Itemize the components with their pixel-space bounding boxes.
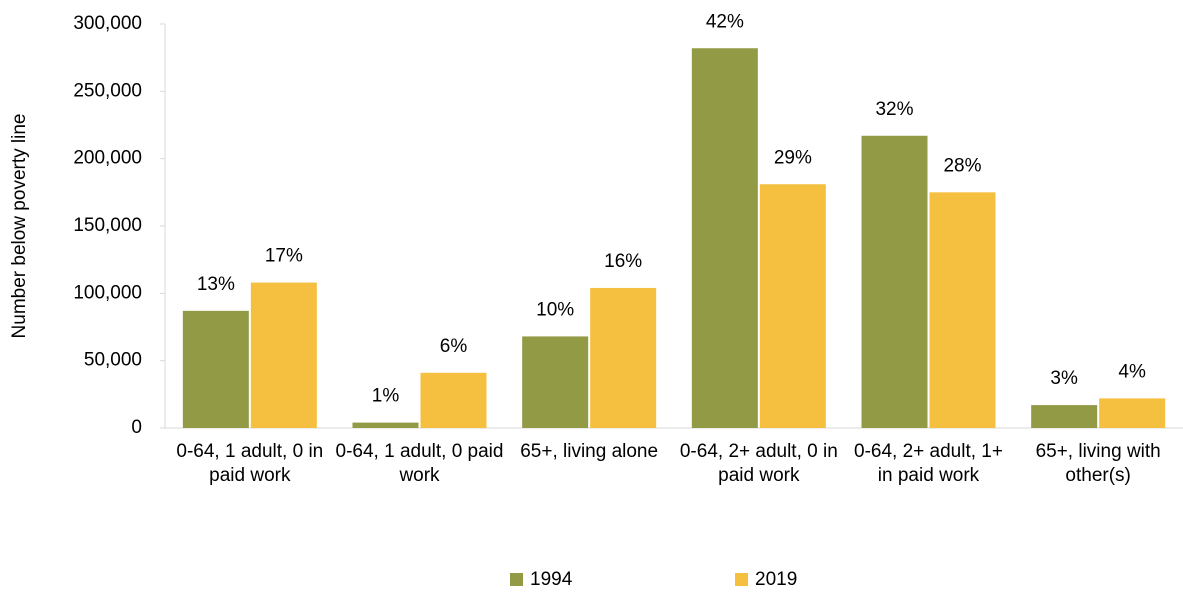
y-tick-label: 50,000 bbox=[84, 350, 142, 371]
legend-label: 2019 bbox=[755, 569, 797, 590]
bar bbox=[929, 192, 996, 428]
y-tick-label: 150,000 bbox=[73, 215, 142, 236]
legend-label: 1994 bbox=[530, 569, 573, 590]
x-tick-label: 0-64, 1 adult, 0 in paid work bbox=[176, 441, 324, 486]
x-tick-label: 65+, living alone bbox=[520, 441, 659, 462]
x-tick-label: 65+, living with other(s) bbox=[1035, 441, 1161, 486]
bar bbox=[1031, 405, 1098, 428]
y-tick-label: 300,000 bbox=[73, 13, 142, 34]
bar bbox=[590, 287, 657, 428]
bar bbox=[691, 48, 758, 429]
x-tick-label: 0-64, 2+ adult, 0 in paid work bbox=[679, 441, 838, 486]
data-label: 17% bbox=[265, 246, 303, 267]
x-tick-label: 0-64, 1 adult, 0 paid work bbox=[335, 441, 504, 486]
data-label: 3% bbox=[1050, 368, 1078, 389]
legend-swatch bbox=[510, 573, 523, 586]
bar bbox=[250, 282, 317, 428]
y-tick-label: 250,000 bbox=[73, 80, 142, 101]
data-label: 13% bbox=[197, 274, 235, 295]
x-tick-label: 0-64, 2+ adult, 1+ in paid work bbox=[854, 441, 1003, 486]
data-label: 4% bbox=[1118, 361, 1146, 382]
bar bbox=[352, 422, 419, 428]
y-tick-label: 100,000 bbox=[73, 282, 142, 303]
bar bbox=[522, 336, 589, 428]
bar bbox=[861, 135, 928, 429]
data-label: 29% bbox=[774, 147, 812, 168]
bar bbox=[182, 310, 249, 428]
y-tick-label: 200,000 bbox=[73, 148, 142, 169]
data-label: 28% bbox=[943, 155, 981, 176]
data-label: 10% bbox=[536, 299, 574, 320]
data-label: 1% bbox=[372, 386, 400, 407]
bar bbox=[1099, 398, 1166, 428]
legend-swatch bbox=[735, 573, 748, 586]
bar bbox=[420, 372, 487, 428]
data-label: 6% bbox=[440, 336, 468, 357]
data-label: 32% bbox=[875, 99, 913, 120]
y-axis-title: Number below poverty line bbox=[9, 114, 30, 339]
data-label: 16% bbox=[604, 251, 642, 272]
data-label: 42% bbox=[706, 11, 744, 32]
y-tick-label: 0 bbox=[131, 417, 142, 438]
bar bbox=[759, 184, 826, 428]
